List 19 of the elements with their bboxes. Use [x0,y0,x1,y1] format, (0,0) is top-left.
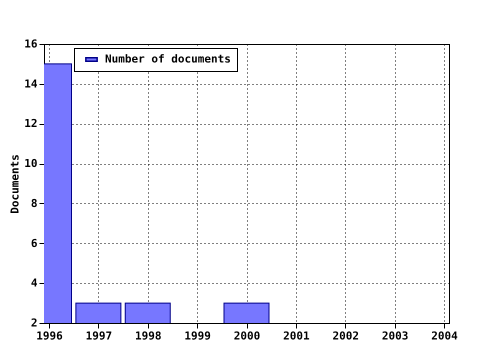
x-tick-label: 1996 [36,330,64,342]
x-tick-label: 2001 [283,330,310,342]
y-axis-title: Documents [8,154,22,214]
y-tick-label: 10 [24,157,38,170]
y-tick-label: 8 [30,196,38,210]
y-tick-label: 12 [24,117,38,130]
x-tick-label: 2000 [234,330,260,342]
x-tick-label: 1997 [86,330,112,342]
y-tick-label: 6 [30,236,38,250]
y-tick-label: 16 [24,38,38,50]
y-tick-label: 4 [30,276,38,290]
legend-label: Number of documents [105,52,231,66]
x-tick-label: 1999 [184,330,211,342]
x-tick-label: 2002 [332,330,359,342]
x-tick-label: 2003 [382,330,408,342]
x-tick-label: 1998 [135,330,162,342]
y-tick-label: 14 [24,77,38,90]
y-tick-label: 2 [30,316,38,330]
x-tick-label: 2004 [431,330,458,342]
